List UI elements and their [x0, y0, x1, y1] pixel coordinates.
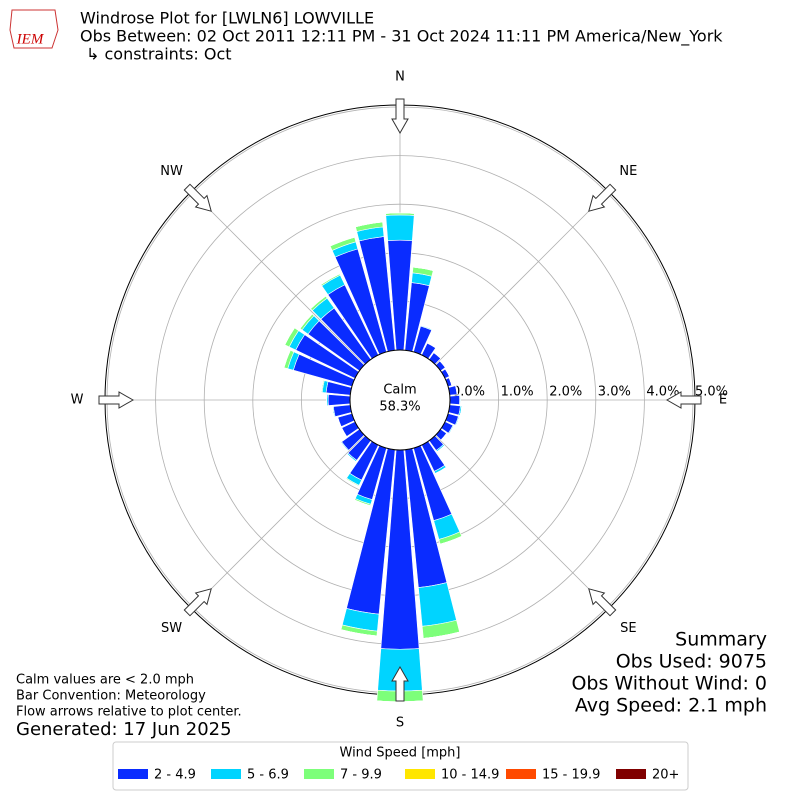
summary-line: Obs Without Wind: 0 — [571, 673, 767, 695]
wind-bar — [328, 394, 350, 405]
legend-swatch — [506, 769, 536, 779]
legend-title: Wind Speed [mph] — [340, 746, 461, 761]
legend-swatch — [211, 769, 241, 779]
x-tick-label: NE — [619, 164, 637, 179]
legend-swatch — [304, 769, 334, 779]
summary-title: Summary — [675, 629, 767, 651]
summary-line: Obs Used: 9075 — [616, 651, 767, 673]
legend-label: 5 - 6.9 — [247, 768, 289, 783]
summary-line: Avg Speed: 2.1 mph — [575, 695, 767, 717]
x-tick-label: N — [395, 70, 405, 85]
wind-bar — [450, 395, 460, 404]
note: Bar Convention: Meteorology — [16, 689, 206, 704]
calm-value: 58.3% — [379, 400, 420, 415]
y-tick-label: 2.0% — [549, 385, 582, 400]
logo-text: IEM — [16, 31, 45, 47]
x-tick-label: SW — [161, 621, 182, 636]
x-tick-label: W — [71, 393, 84, 408]
y-tick-label: 1.0% — [501, 385, 534, 400]
legend-swatch — [405, 769, 435, 779]
note: Calm values are < 2.0 mph — [16, 673, 194, 688]
legend-label: 15 - 19.9 — [542, 768, 600, 783]
wind-bar — [386, 215, 414, 241]
legend-swatch — [616, 769, 646, 779]
note: Flow arrows relative to plot center. — [16, 705, 242, 720]
legend-label: 2 - 4.9 — [154, 768, 196, 783]
legend-label: 20+ — [652, 768, 679, 783]
x-tick-label: NW — [160, 164, 183, 179]
calm-label: Calm — [383, 383, 416, 398]
generated: Generated: 17 Jun 2025 — [16, 719, 232, 740]
legend-label: 10 - 14.9 — [441, 768, 499, 783]
constraints: ↳ constraints: Oct — [86, 45, 232, 64]
x-tick-label: SE — [620, 621, 636, 636]
y-tick-label: 3.0% — [598, 385, 631, 400]
chart-title: Windrose Plot for [LWLN6] LOWVILLE — [80, 9, 374, 28]
legend-swatch — [118, 769, 148, 779]
chart-subtitle: Obs Between: 02 Oct 2011 12:11 PM - 31 O… — [80, 27, 723, 47]
legend-label: 7 - 9.9 — [340, 768, 382, 783]
x-tick-label: S — [396, 716, 404, 731]
